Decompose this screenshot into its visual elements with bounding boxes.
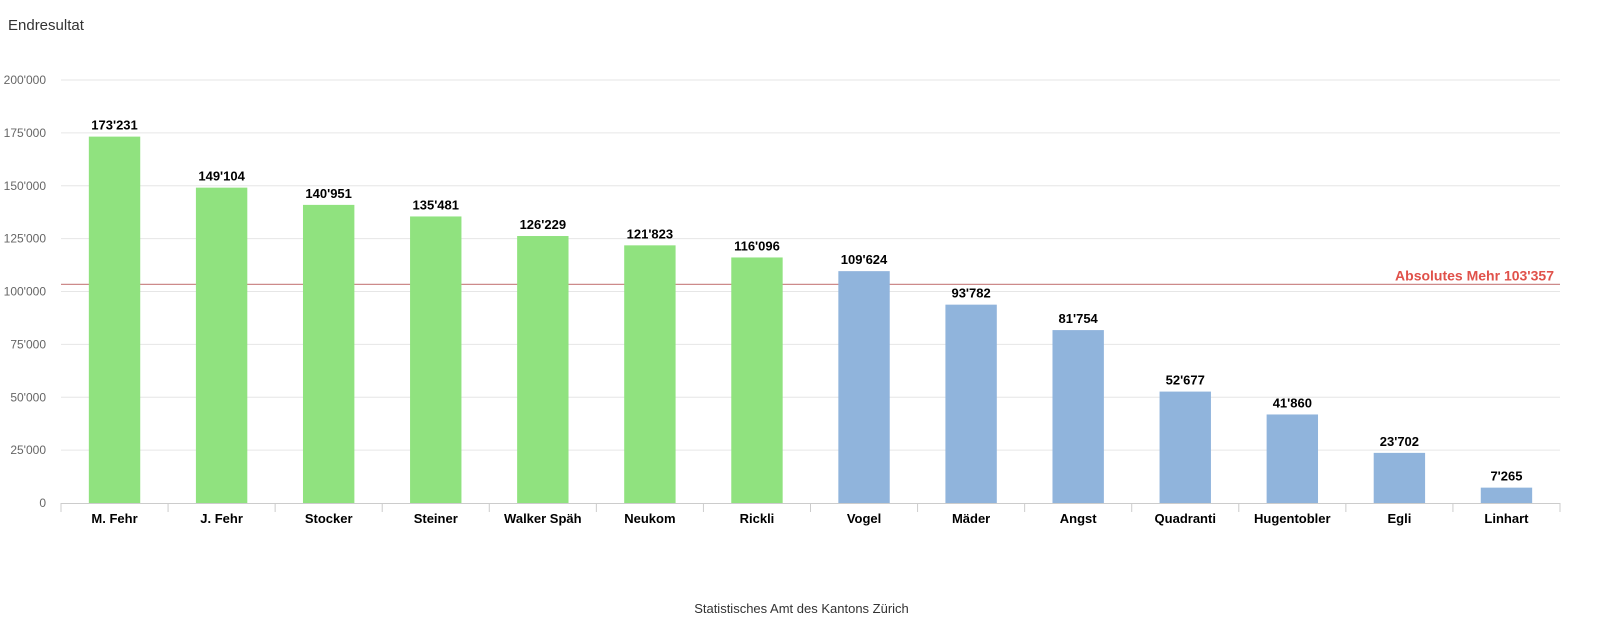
x-tick-label: Neukom	[624, 511, 675, 526]
data-label: 23'702	[1380, 434, 1419, 449]
bar[interactable]	[1052, 330, 1104, 503]
x-axis: M. Fehr J. Fehr Stocker Steiner Walker Späh N…	[60, 503, 1561, 526]
y-tick-label: 125'000	[4, 232, 47, 246]
data-labels: 173'231 149'104 140'951 135'481 126'229 121'8…	[91, 118, 1522, 484]
y-axis-labels: 0 25'000 50'000 75'000 100'000 125'000 150'000…	[4, 73, 47, 510]
bars	[88, 136, 1533, 504]
x-tick-label: Vogel	[847, 511, 881, 526]
x-tick-label: Quadranti	[1155, 511, 1216, 526]
x-tick-label: Egli	[1387, 511, 1411, 526]
x-tick-label: J. Fehr	[200, 511, 243, 526]
y-tick-label: 0	[39, 496, 46, 510]
bar[interactable]	[302, 204, 355, 503]
y-tick-label: 50'000	[10, 390, 46, 404]
chart-title: Endresultat	[8, 17, 84, 34]
reference-line-label: Absolutes Mehr 103'357	[1395, 267, 1554, 283]
y-tick-label: 200'000	[4, 73, 47, 87]
reference-line-group: Absolutes Mehr 103'357	[61, 267, 1560, 286]
bar[interactable]	[838, 271, 890, 503]
data-label: 52'677	[1166, 373, 1205, 388]
x-tick-label: Linhart	[1484, 511, 1529, 526]
data-label: 7'265	[1490, 469, 1522, 484]
x-tick-label: Steiner	[414, 511, 458, 526]
data-label: 121'823	[627, 226, 673, 241]
bar[interactable]	[195, 187, 248, 504]
data-label: 140'951	[305, 186, 351, 201]
bar[interactable]	[1373, 452, 1426, 503]
x-tick-label: Mäder	[952, 511, 990, 526]
y-tick-label: 100'000	[4, 285, 47, 299]
bar[interactable]	[945, 304, 997, 503]
data-label: 81'754	[1059, 311, 1099, 326]
y-tick-label: 75'000	[10, 337, 46, 351]
bar[interactable]	[88, 136, 141, 503]
x-tick-label: Rickli	[740, 511, 775, 526]
x-tick-label: Hugentobler	[1254, 511, 1331, 526]
chart-credit: Statistisches Amt des Kantons Zürich	[694, 601, 909, 616]
x-tick-label: Walker Späh	[504, 511, 582, 526]
x-tick-label: Stocker	[305, 511, 353, 526]
bar[interactable]	[1159, 391, 1211, 503]
x-tick-label: Angst	[1060, 511, 1098, 526]
bar[interactable]	[624, 245, 676, 503]
bar[interactable]	[1480, 487, 1533, 503]
y-tick-label: 150'000	[4, 179, 47, 193]
gridlines	[61, 79, 1560, 451]
data-label: 93'782	[951, 286, 990, 301]
bar[interactable]	[1266, 414, 1319, 503]
bar[interactable]	[517, 236, 569, 503]
x-tick-label: M. Fehr	[91, 511, 137, 526]
data-label: 116'096	[734, 238, 780, 253]
data-label: 135'481	[413, 197, 459, 212]
data-label: 173'231	[91, 118, 137, 133]
y-tick-label: 25'000	[10, 443, 46, 457]
data-label: 149'104	[198, 169, 245, 184]
data-label: 109'624	[841, 252, 888, 267]
bar[interactable]	[410, 216, 462, 503]
y-tick-label: 175'000	[4, 126, 47, 140]
data-label: 41'860	[1273, 395, 1312, 410]
data-label: 126'229	[520, 217, 566, 232]
bar[interactable]	[731, 257, 783, 503]
